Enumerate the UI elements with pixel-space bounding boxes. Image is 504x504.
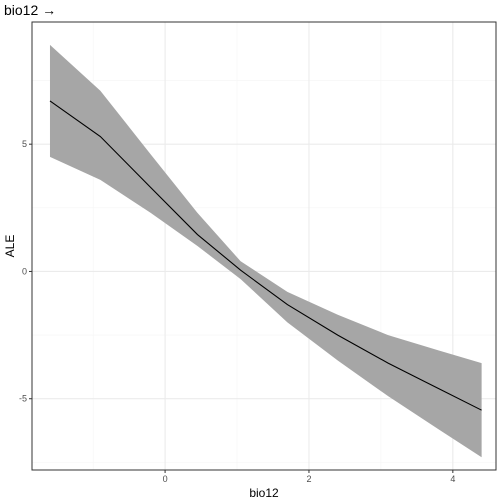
y-axis-ticks: -5 0 5 [19,139,32,404]
chart-title: bio12 → [4,2,57,18]
ale-line [49,100,482,411]
panel-border [31,21,497,471]
x-tick-label: 0 [163,474,168,484]
x-tick-label: 2 [306,474,311,484]
y-tick-label: 5 [22,139,27,149]
confidence-band [49,44,482,458]
minor-gridlines [32,22,496,470]
y-tick-label: 0 [22,266,27,276]
y-tick-label: -5 [19,394,27,404]
y-axis-title: ALE [3,235,17,258]
x-tick-label: 4 [450,474,455,484]
x-axis-title: bio12 [249,486,279,500]
confidence-band-layer [49,44,482,458]
x-axis-ticks: 0 2 4 [163,470,455,484]
series-line-layer [49,100,482,411]
